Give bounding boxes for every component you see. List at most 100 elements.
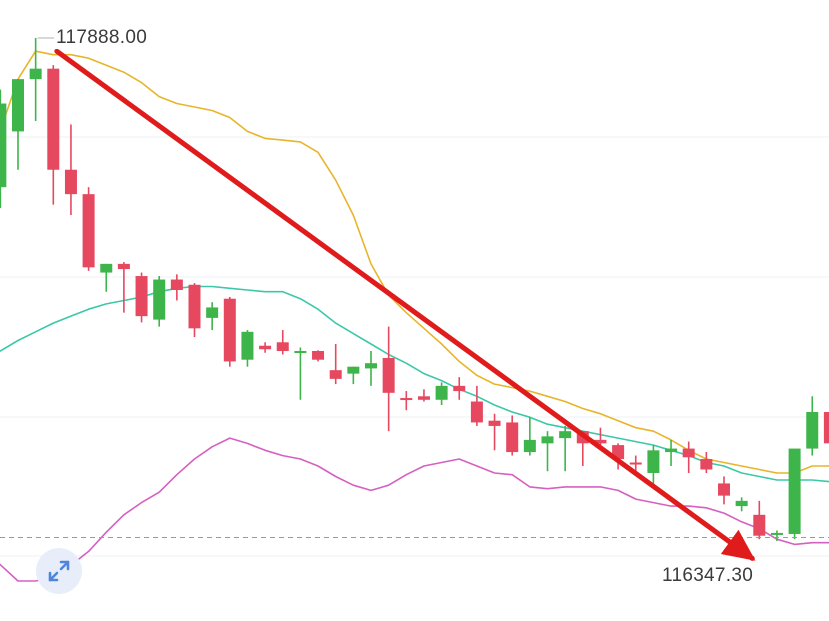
- candle-24: [417, 389, 430, 402]
- candle-22: [382, 326, 395, 432]
- candle-body: [347, 366, 360, 374]
- candle-body: [82, 194, 95, 268]
- candle-13: [223, 296, 236, 367]
- candle-body: [29, 68, 42, 80]
- candle-1: [12, 79, 24, 170]
- candle-2: [29, 38, 42, 121]
- candle-body: [329, 370, 342, 379]
- candle-19: [329, 344, 342, 385]
- expand-arrows-icon: [48, 560, 70, 582]
- candle-8: [135, 272, 148, 323]
- candle-body: [12, 79, 24, 132]
- candle-body: [382, 357, 395, 393]
- candle-3: [47, 65, 60, 205]
- candle-body: [417, 396, 430, 400]
- candle-5: [82, 187, 95, 271]
- candle-body: [453, 385, 466, 392]
- candle-body: [188, 284, 201, 329]
- candle-39: [682, 441, 695, 473]
- candle-38: [665, 439, 678, 467]
- candle-20: [347, 366, 360, 385]
- candles: [0, 38, 829, 541]
- candle-32: [559, 425, 572, 472]
- candle-body: [64, 169, 77, 195]
- gridlines: [0, 136, 829, 557]
- candle-body: [100, 263, 113, 273]
- candle-body: [506, 422, 519, 453]
- candle-body: [0, 103, 7, 188]
- candle-47: [823, 411, 829, 444]
- candle-0: [0, 89, 7, 209]
- candle-body: [312, 350, 325, 360]
- candle-9: [153, 276, 166, 327]
- candle-4: [64, 124, 77, 216]
- candle-body: [682, 448, 695, 458]
- candle-body: [735, 500, 748, 507]
- candle-28: [488, 413, 501, 451]
- candle-body: [700, 459, 713, 470]
- candle-body: [665, 448, 678, 453]
- candle-body: [823, 411, 829, 444]
- candle-14: [241, 330, 254, 367]
- candle-12: [206, 302, 219, 331]
- candle-body: [117, 263, 130, 270]
- candle-body: [206, 307, 219, 318]
- candle-body: [365, 363, 377, 369]
- candle-29: [506, 415, 519, 456]
- middle-band-line: [0, 285, 829, 483]
- candle-46: [806, 396, 819, 456]
- candle-body: [806, 411, 819, 449]
- low-price-label: 116347.30: [660, 565, 756, 587]
- candle-30: [523, 417, 536, 456]
- candle-18: [312, 350, 325, 362]
- candle-body: [559, 431, 572, 439]
- candle-body: [753, 514, 766, 536]
- candle-body: [629, 462, 642, 465]
- candle-34: [594, 427, 607, 446]
- downtrend-arrow: [54, 48, 756, 561]
- candle-body: [47, 68, 60, 170]
- candle-16: [276, 330, 289, 355]
- candle-26: [453, 377, 466, 400]
- candle-body: [788, 448, 801, 534]
- candle-40: [700, 452, 713, 473]
- candle-body: [223, 298, 236, 362]
- candle-body: [470, 401, 483, 423]
- candle-body: [488, 420, 501, 426]
- lower-band-line: [0, 437, 829, 582]
- candle-23: [400, 391, 413, 411]
- candle-17: [294, 347, 307, 400]
- candle-15: [259, 342, 272, 353]
- candle-body: [770, 532, 783, 535]
- candle-44: [770, 530, 783, 541]
- candle-body: [647, 450, 660, 473]
- upper-band-line: [0, 50, 829, 474]
- candle-6: [100, 263, 113, 292]
- candle-25: [435, 382, 448, 406]
- high-price-label: 117888.00: [54, 27, 150, 49]
- bollinger-bands: [0, 50, 829, 582]
- candle-body: [259, 345, 272, 350]
- candle-31: [541, 431, 554, 472]
- candle-42: [735, 497, 748, 512]
- candle-body: [170, 279, 183, 290]
- candle-43: [753, 500, 766, 540]
- candle-21: [365, 350, 377, 386]
- candle-body: [541, 436, 554, 444]
- candle-body: [718, 483, 730, 496]
- candle-body: [276, 342, 289, 351]
- candle-45: [788, 448, 801, 540]
- candle-37: [647, 445, 660, 487]
- expand-chart-button[interactable]: [36, 548, 82, 594]
- candle-11: [188, 283, 201, 338]
- candle-body: [241, 331, 254, 360]
- candle-27: [470, 385, 483, 426]
- candle-body: [435, 385, 448, 400]
- candle-body: [153, 279, 166, 320]
- candle-10: [170, 274, 183, 301]
- candle-36: [629, 455, 642, 473]
- candle-body: [523, 439, 536, 453]
- candle-body: [294, 350, 307, 353]
- candle-7: [117, 262, 130, 313]
